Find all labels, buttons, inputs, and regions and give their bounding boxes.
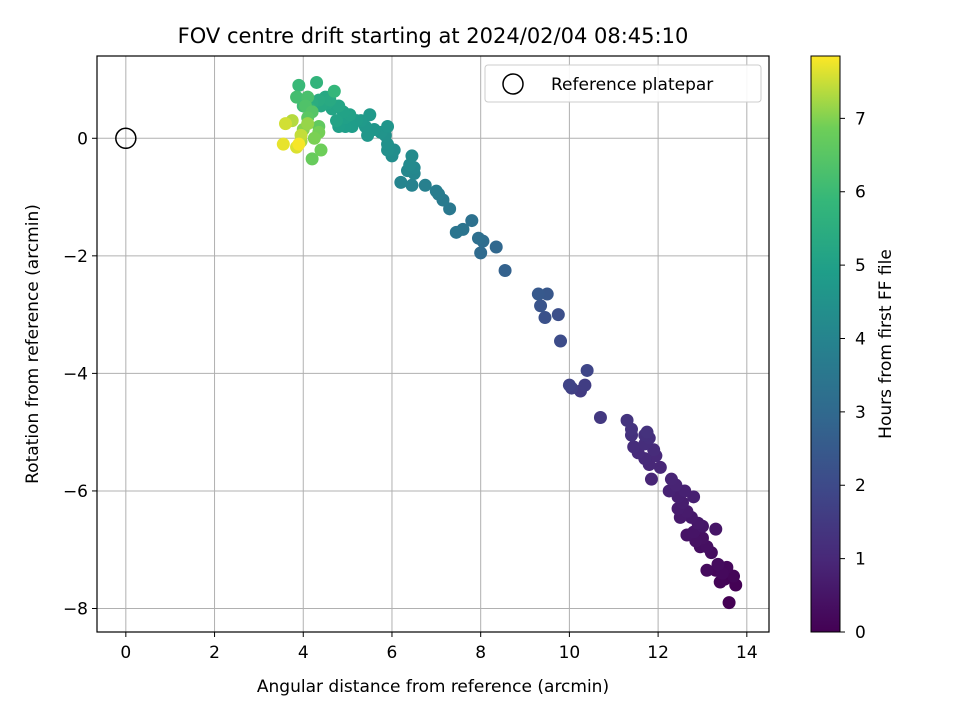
scatter-point xyxy=(314,143,328,157)
scatter-point xyxy=(640,425,654,439)
scatter-point xyxy=(443,202,457,216)
scatter-point xyxy=(310,75,324,89)
colorbar-tick-label: 0 xyxy=(855,623,866,643)
x-axis-ticks: 0 2 4 6 8 10 12 14 xyxy=(120,632,758,663)
scatter-point xyxy=(381,120,395,134)
chart-title: FOV centre drift starting at 2024/02/04 … xyxy=(178,24,689,48)
colorbar-tick-label: 7 xyxy=(855,109,866,129)
y-tick-label: −2 xyxy=(63,247,88,267)
scatter-point xyxy=(405,149,419,163)
scatter-point xyxy=(290,90,304,104)
scatter-point xyxy=(279,117,293,131)
y-tick-label: 0 xyxy=(77,129,88,149)
colorbar-tick-label: 3 xyxy=(855,403,866,423)
scatter-point xyxy=(722,596,736,610)
scatter-point xyxy=(498,264,512,278)
scatter-point xyxy=(449,225,463,239)
scatter-point xyxy=(429,184,443,198)
y-tick-label: −4 xyxy=(63,364,88,384)
colorbar xyxy=(810,55,841,633)
scatter-point xyxy=(711,557,725,571)
scatter-point xyxy=(327,84,341,98)
scatter-point xyxy=(418,178,432,192)
scatter-point xyxy=(276,137,290,151)
x-tick-label: 2 xyxy=(209,643,220,663)
scatter-point xyxy=(653,460,667,474)
scatter-point xyxy=(580,363,594,377)
scatter-point xyxy=(471,231,485,245)
colorbar-ticks: 0 1 2 3 4 5 6 7 xyxy=(840,109,866,643)
scatter-point xyxy=(531,287,545,301)
scatter-point xyxy=(620,413,634,427)
scatter-point xyxy=(727,569,741,583)
y-tick-label: −6 xyxy=(63,482,88,502)
legend-label: Reference platepar xyxy=(551,75,713,95)
scatter-point xyxy=(292,137,306,151)
scatter-points xyxy=(276,75,743,610)
colorbar-tick-label: 1 xyxy=(855,550,866,570)
scatter-point xyxy=(301,117,315,131)
scatter-point xyxy=(627,440,641,454)
scatter-point xyxy=(538,311,552,325)
scatter-point xyxy=(330,114,344,128)
colorbar-tick-label: 2 xyxy=(855,476,866,496)
scatter-point xyxy=(465,214,479,228)
legend-box xyxy=(484,64,762,103)
colorbar-tick-label: 4 xyxy=(855,329,866,349)
reference-platepar-marker xyxy=(115,127,137,150)
x-tick-label: 0 xyxy=(120,643,131,663)
scatter-point xyxy=(644,472,658,486)
colorbar-tick-label: 5 xyxy=(855,256,866,276)
scatter-point xyxy=(474,246,488,260)
scatter-point xyxy=(551,308,565,322)
scatter-point xyxy=(554,334,568,348)
scatter-point xyxy=(305,152,319,166)
scatter-point xyxy=(709,522,723,536)
reference-marker-layer xyxy=(115,127,137,150)
scatter-point xyxy=(292,78,306,92)
x-tick-label: 14 xyxy=(736,643,758,663)
y-axis-label: Rotation from reference (arcmin) xyxy=(23,204,43,484)
grid xyxy=(97,56,769,632)
scatter-point xyxy=(489,240,503,254)
colorbar-tick-label: 6 xyxy=(855,183,866,203)
scatter-point xyxy=(562,378,576,392)
y-tick-label: −8 xyxy=(63,599,88,619)
x-tick-label: 10 xyxy=(559,643,581,663)
legend-marker xyxy=(502,73,524,95)
plot-frame xyxy=(96,55,770,633)
x-tick-label: 4 xyxy=(298,643,309,663)
x-tick-label: 12 xyxy=(647,643,669,663)
legend: Reference platepar xyxy=(484,64,762,103)
scatter-point xyxy=(664,472,678,486)
scatter-point xyxy=(394,175,408,189)
scatter-point xyxy=(307,131,321,145)
x-tick-label: 8 xyxy=(475,643,486,663)
y-axis-ticks: 0 −2 −4 −6 −8 xyxy=(63,129,97,619)
scatter-point xyxy=(593,410,607,424)
x-axis-label: Angular distance from reference (arcmin) xyxy=(257,677,609,697)
scatter-point xyxy=(405,178,419,192)
x-tick-label: 6 xyxy=(387,643,398,663)
scatter-point xyxy=(700,563,714,577)
scatter-point xyxy=(578,378,592,392)
colorbar-label: Hours from first FF file xyxy=(876,249,896,439)
scatter-point xyxy=(534,299,548,313)
